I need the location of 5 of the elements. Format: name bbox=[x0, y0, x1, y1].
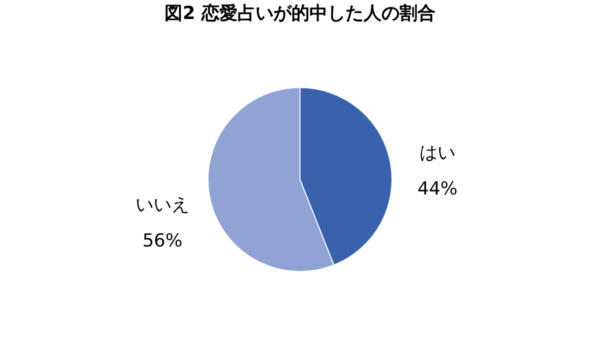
data-label: 44% bbox=[418, 178, 458, 200]
chart-title: 図2 恋愛占いが的中した人の割合 bbox=[164, 3, 436, 24]
slice-label: いいえ bbox=[135, 194, 190, 216]
data-label: 56% bbox=[142, 230, 182, 252]
slice-label: はい bbox=[420, 142, 456, 164]
